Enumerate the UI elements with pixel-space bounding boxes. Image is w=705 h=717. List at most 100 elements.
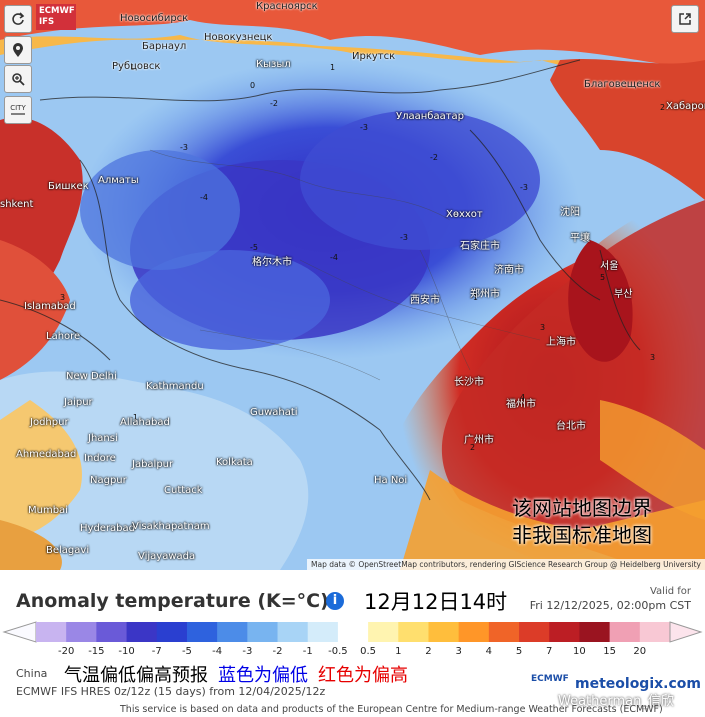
refresh-button[interactable]: [4, 5, 32, 33]
svg-text:-3: -3: [360, 123, 368, 132]
city-label: Guwahati: [250, 407, 298, 418]
city-label: Ahmedabad: [16, 449, 77, 460]
city-label: 西安市: [410, 295, 440, 306]
map-boundary-notice: 该网站地图边界 非我国标准地图: [512, 495, 652, 549]
svg-text:-1: -1: [470, 293, 478, 302]
map-attribution[interactable]: Map data © OpenStreetMap contributors, r…: [307, 559, 705, 570]
valid-for-label: Valid for: [649, 586, 691, 597]
scale-tick-label: -15: [88, 646, 105, 657]
scale-swatch: [247, 622, 279, 642]
city-label: 台北市: [556, 421, 586, 432]
scale-tick-label: -5: [181, 646, 192, 657]
city-label: Mumbai: [28, 505, 68, 516]
svg-text:-3: -3: [180, 143, 188, 152]
weibo-watermark: Weatherman_信欣: [558, 694, 674, 709]
svg-text:2: 2: [470, 443, 475, 452]
city-label: 沈阳: [560, 207, 580, 218]
svg-text:-3: -3: [400, 233, 408, 242]
scale-swatch: [156, 622, 188, 642]
info-icon[interactable]: i: [326, 592, 344, 610]
city-label: Ha Noi: [374, 475, 408, 486]
legend-explanation: 气温偏低偏高预报 蓝色为偏低 红色为偏高: [64, 661, 408, 687]
scale-tick-label: -3: [242, 646, 253, 657]
scale-tick-label: 20: [633, 646, 647, 657]
svg-text:-5: -5: [250, 243, 258, 252]
city-label: 石家庄市: [460, 241, 500, 252]
scale-swatch: [307, 622, 339, 642]
city-label: Новосибирск: [120, 13, 189, 24]
scale-tick-label: 1: [395, 646, 402, 657]
svg-text:4: 4: [520, 393, 525, 402]
svg-text:1: 1: [130, 63, 135, 72]
city-label: 格尔木市: [252, 257, 292, 268]
city-label: 서울: [600, 261, 619, 272]
scale-swatch: [428, 622, 460, 642]
city-label: Благовещенск: [584, 79, 661, 90]
svg-text:3: 3: [60, 293, 65, 302]
notice-line-2: 非我国标准地图: [512, 523, 652, 547]
city-label: Хабаров: [666, 101, 705, 112]
scale-swatch: [126, 622, 158, 642]
svg-text:3: 3: [540, 323, 545, 332]
refresh-icon: [12, 12, 25, 25]
scale-swatch: [549, 622, 580, 642]
city-label: 济南市: [494, 265, 524, 276]
zoom-button[interactable]: [4, 65, 32, 93]
model-run-info: ECMWF IFS HRES 0z/12z (15 days) from 12/…: [16, 685, 326, 698]
svg-text:-2: -2: [270, 99, 278, 108]
scale-swatch: [519, 622, 550, 642]
city-label: Бишкек: [48, 181, 89, 192]
meteologix-logo[interactable]: meteologix.com: [575, 676, 701, 692]
locate-button[interactable]: [4, 36, 32, 64]
region-label: China: [16, 667, 48, 680]
scale-swatch: [66, 622, 97, 642]
scale-tick-label: -7: [151, 646, 162, 657]
share-icon: [679, 13, 691, 25]
city-label: 平壤: [570, 233, 590, 244]
city-label: Иркутск: [352, 51, 396, 62]
svg-text:-3: -3: [520, 183, 528, 192]
scale-tick-label: 15: [603, 646, 616, 657]
share-button[interactable]: [671, 5, 699, 33]
valid-time: Fri 12/12/2025, 02:00pm CST: [529, 599, 691, 612]
ecmwf-logo: ECMWF: [531, 674, 569, 684]
city-label: Улаанбаатар: [396, 111, 465, 122]
cities-toggle-button[interactable]: CITY: [4, 96, 32, 124]
city-label: Lahore: [46, 331, 81, 342]
city-label: Jaipur: [64, 397, 93, 408]
svg-text:-4: -4: [200, 193, 208, 202]
location-pin-icon: [13, 43, 23, 57]
scale-tick-label: -2: [272, 646, 283, 657]
scale-tick-label: 4: [485, 646, 493, 657]
scale-arrow-left: [2, 621, 37, 643]
brand-line1: ECMWF: [39, 6, 75, 16]
scale-swatch: [398, 622, 429, 642]
scale-swatch: [458, 622, 490, 642]
city-label: 부산: [614, 289, 633, 300]
legend-text-b: 蓝色为偏低: [218, 665, 308, 686]
scale-swatch: [337, 622, 369, 642]
scale-swatch: [368, 622, 399, 642]
notice-line-1: 该网站地图边界: [512, 496, 652, 520]
city-label: Хөххот: [446, 209, 483, 220]
scale-tick-label: -4: [212, 646, 223, 657]
city-label: Алматы: [98, 175, 139, 186]
svg-text:3: 3: [650, 353, 655, 362]
color-scale-bar: [2, 621, 703, 643]
forecast-datetime: 12月12日14时: [364, 590, 508, 614]
brand-line2: IFS: [39, 17, 55, 27]
city-label: Allahabad: [120, 417, 170, 428]
svg-text:0: 0: [250, 81, 255, 90]
legend-text-a: 气温偏低偏高预报: [64, 665, 208, 686]
scale-tick-label: 7: [546, 646, 553, 657]
city-label: New Delhi: [66, 371, 117, 382]
anomaly-map[interactable]: 1 0 1 -3 -2 -3 -2 -3 -5 -4 -4 -3 -1 3 5 3 4 2 -1 3 2 Н…: [0, 0, 705, 570]
scale-tick-label: -1: [302, 646, 313, 657]
scale-arrow-right: [669, 621, 703, 643]
svg-text:1: 1: [330, 63, 335, 72]
city-label: 长沙市: [454, 377, 484, 388]
city-label: Hyderabad: [80, 523, 135, 534]
city-label: Kolkata: [216, 457, 253, 468]
city-label: Красноярск: [256, 1, 318, 12]
city-label: Рубцовск: [112, 61, 161, 72]
